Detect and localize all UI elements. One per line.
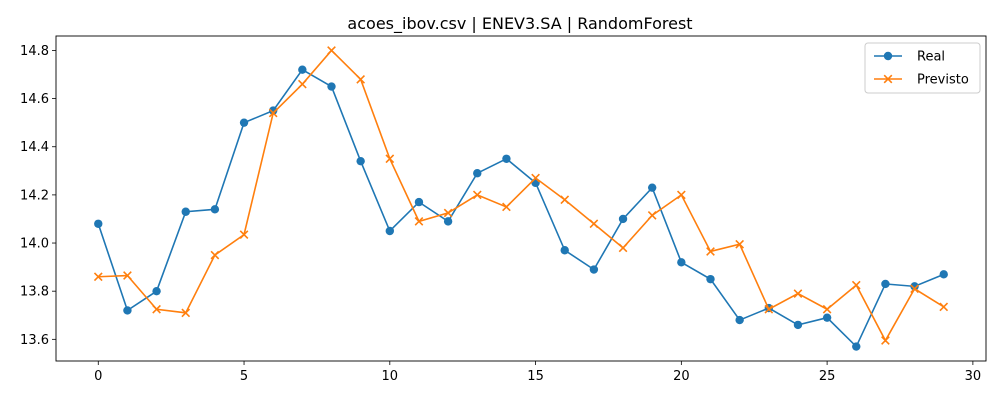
data-point	[589, 265, 599, 274]
data-point	[939, 270, 948, 279]
y-tick-label: 14.0	[20, 237, 49, 252]
data-point	[910, 284, 919, 294]
data-point	[618, 243, 628, 253]
data-point	[677, 258, 686, 267]
data-point	[94, 219, 103, 228]
y-tick-label: 14.2	[20, 188, 49, 203]
data-point	[822, 313, 832, 322]
data-point	[385, 154, 395, 164]
legend-item-real: Real	[874, 50, 945, 65]
data-point	[910, 282, 919, 291]
series-real	[94, 65, 948, 351]
data-point	[181, 308, 191, 318]
data-point	[268, 106, 278, 115]
data-point	[356, 74, 366, 84]
data-point	[502, 202, 511, 212]
x-tick-label: 15	[527, 369, 544, 384]
data-point	[181, 207, 190, 216]
data-point	[123, 271, 132, 280]
data-point	[647, 183, 657, 192]
legend-item-previsto: Previsto	[874, 73, 969, 88]
series-line	[98, 49, 945, 343]
data-point	[210, 250, 220, 260]
series-line	[97, 68, 945, 348]
legend-label: Real	[917, 50, 945, 65]
series-previsto	[93, 46, 949, 345]
data-point	[706, 274, 715, 284]
data-point	[93, 272, 103, 282]
series-layer	[93, 46, 949, 351]
data-point	[560, 246, 569, 255]
legend-label: Previsto	[917, 73, 969, 88]
x-axis: 0 5 10 15 20 25 30	[94, 361, 981, 384]
plot-area	[55, 35, 987, 362]
data-point	[443, 208, 453, 218]
data-point	[764, 304, 774, 314]
data-point	[385, 226, 395, 236]
data-point	[881, 336, 890, 345]
data-point	[297, 79, 307, 89]
y-tick-label: 14.6	[20, 92, 49, 107]
data-point	[239, 118, 249, 127]
data-point	[472, 190, 482, 200]
data-point	[268, 108, 278, 118]
data-point	[210, 205, 220, 214]
data-point	[735, 239, 745, 249]
data-point	[852, 342, 861, 351]
plot-frame	[55, 35, 987, 362]
data-point	[327, 82, 336, 91]
data-point	[531, 173, 540, 183]
data-point	[560, 195, 570, 205]
x-tick-label: 5	[240, 369, 248, 384]
data-point	[676, 190, 686, 200]
x-tick-label: 30	[965, 369, 982, 384]
data-point	[793, 289, 803, 298]
data-point	[502, 154, 511, 163]
data-point	[939, 302, 949, 312]
data-point	[152, 286, 161, 296]
data-point	[647, 210, 657, 220]
data-point	[152, 304, 161, 314]
legend-marker	[883, 51, 893, 61]
data-point	[123, 306, 132, 315]
data-point	[822, 304, 832, 314]
data-point	[414, 197, 424, 207]
data-point	[239, 230, 249, 239]
data-point	[327, 46, 336, 55]
data-point	[851, 280, 861, 290]
data-point	[589, 219, 599, 229]
legend-marker	[883, 74, 893, 84]
data-point	[618, 214, 628, 224]
data-point	[881, 279, 890, 289]
y-axis: 13.6 13.8 14.0 14.2 14.4 14.6 14.8	[20, 44, 56, 348]
x-tick-label: 0	[94, 369, 102, 384]
data-point	[473, 169, 482, 178]
legend: Real Previsto	[864, 42, 981, 94]
data-point	[356, 156, 365, 166]
y-tick-label: 13.8	[20, 285, 49, 300]
data-point	[298, 65, 307, 74]
data-point	[414, 217, 424, 226]
y-tick-label: 14.8	[20, 44, 49, 59]
data-point	[706, 247, 715, 256]
x-tick-label: 10	[382, 369, 399, 384]
x-tick-label: 25	[819, 369, 836, 384]
data-point	[793, 320, 803, 330]
y-tick-label: 13.6	[20, 333, 49, 348]
data-point	[735, 315, 744, 325]
data-point	[443, 217, 453, 226]
x-tick-label: 20	[673, 369, 690, 384]
chart-title: acoes_ibov.csv | ENEV3.SA | RandomForest	[347, 14, 692, 34]
y-tick-label: 14.4	[20, 140, 49, 155]
